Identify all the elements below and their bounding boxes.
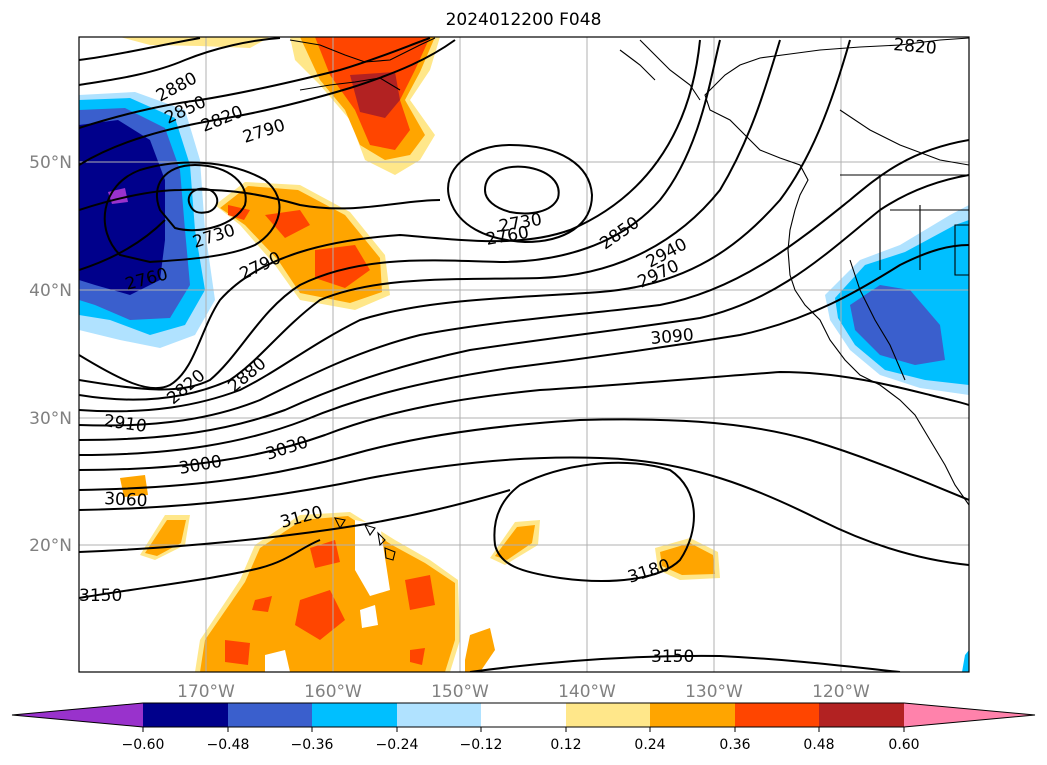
colorbar-tick: 0.12 (550, 737, 581, 753)
latitude-labels: 50°N 40°N 30°N 20°N (29, 153, 72, 556)
lon-label: 120°W (812, 682, 870, 702)
colorbar-tick: −0.24 (376, 737, 419, 753)
lon-label: 160°W (304, 682, 362, 702)
colorbar-tick: −0.60 (122, 737, 165, 753)
colorbar-segment (735, 703, 819, 727)
colorbar-segment (650, 703, 735, 727)
colorbar-tick: −0.36 (291, 737, 334, 753)
lat-label: 40°N (29, 281, 72, 301)
colorbar-extend-low (12, 703, 143, 727)
map-title: 2024012200 F048 (445, 10, 602, 30)
anomaly-shading (79, 37, 969, 672)
contour-label: 3060 (104, 489, 148, 511)
lon-label: 130°W (685, 682, 743, 702)
contour-label: 3090 (650, 325, 695, 349)
lon-label: 140°W (558, 682, 616, 702)
coastlines (289, 37, 969, 561)
colorbar-segment (566, 703, 650, 727)
lon-label: 150°W (431, 682, 489, 702)
colorbar-tick: 0.48 (803, 737, 834, 753)
colorbar-tick: −0.48 (207, 737, 250, 753)
lat-label: 20°N (29, 536, 72, 556)
longitude-labels: 170°W 160°W 150°W 140°W 130°W 120°W (177, 682, 870, 702)
height-contours (79, 37, 969, 672)
map-area: 2820 2880 2850 2820 2790 2730 2760 2790 … (79, 35, 969, 672)
lon-label: 170°W (177, 682, 235, 702)
colorbar-segment (481, 703, 566, 727)
lat-label: 50°N (29, 153, 72, 173)
colorbar-segment (819, 703, 904, 727)
colorbar-tick: −0.12 (460, 737, 503, 753)
colorbar-segment (397, 703, 481, 727)
colorbar-tick: 0.24 (634, 737, 665, 753)
colorbar-tick: 0.36 (719, 737, 750, 753)
map-frame (78, 36, 970, 673)
colorbar-segment (312, 703, 397, 727)
colorbar-segment (143, 703, 228, 727)
contour-label: 2820 (893, 35, 938, 59)
contour-label: 3150 (79, 586, 122, 606)
colorbar-extend-high (904, 703, 1035, 727)
lat-label: 30°N (29, 409, 72, 429)
colorbar: −0.60 −0.48 −0.36 −0.24 −0.12 0.12 0.24 … (11, 702, 1036, 753)
contour-label: 3150 (651, 647, 694, 667)
colorbar-segment (228, 703, 312, 727)
colorbar-tick: 0.60 (888, 737, 919, 753)
graticule (79, 37, 969, 672)
